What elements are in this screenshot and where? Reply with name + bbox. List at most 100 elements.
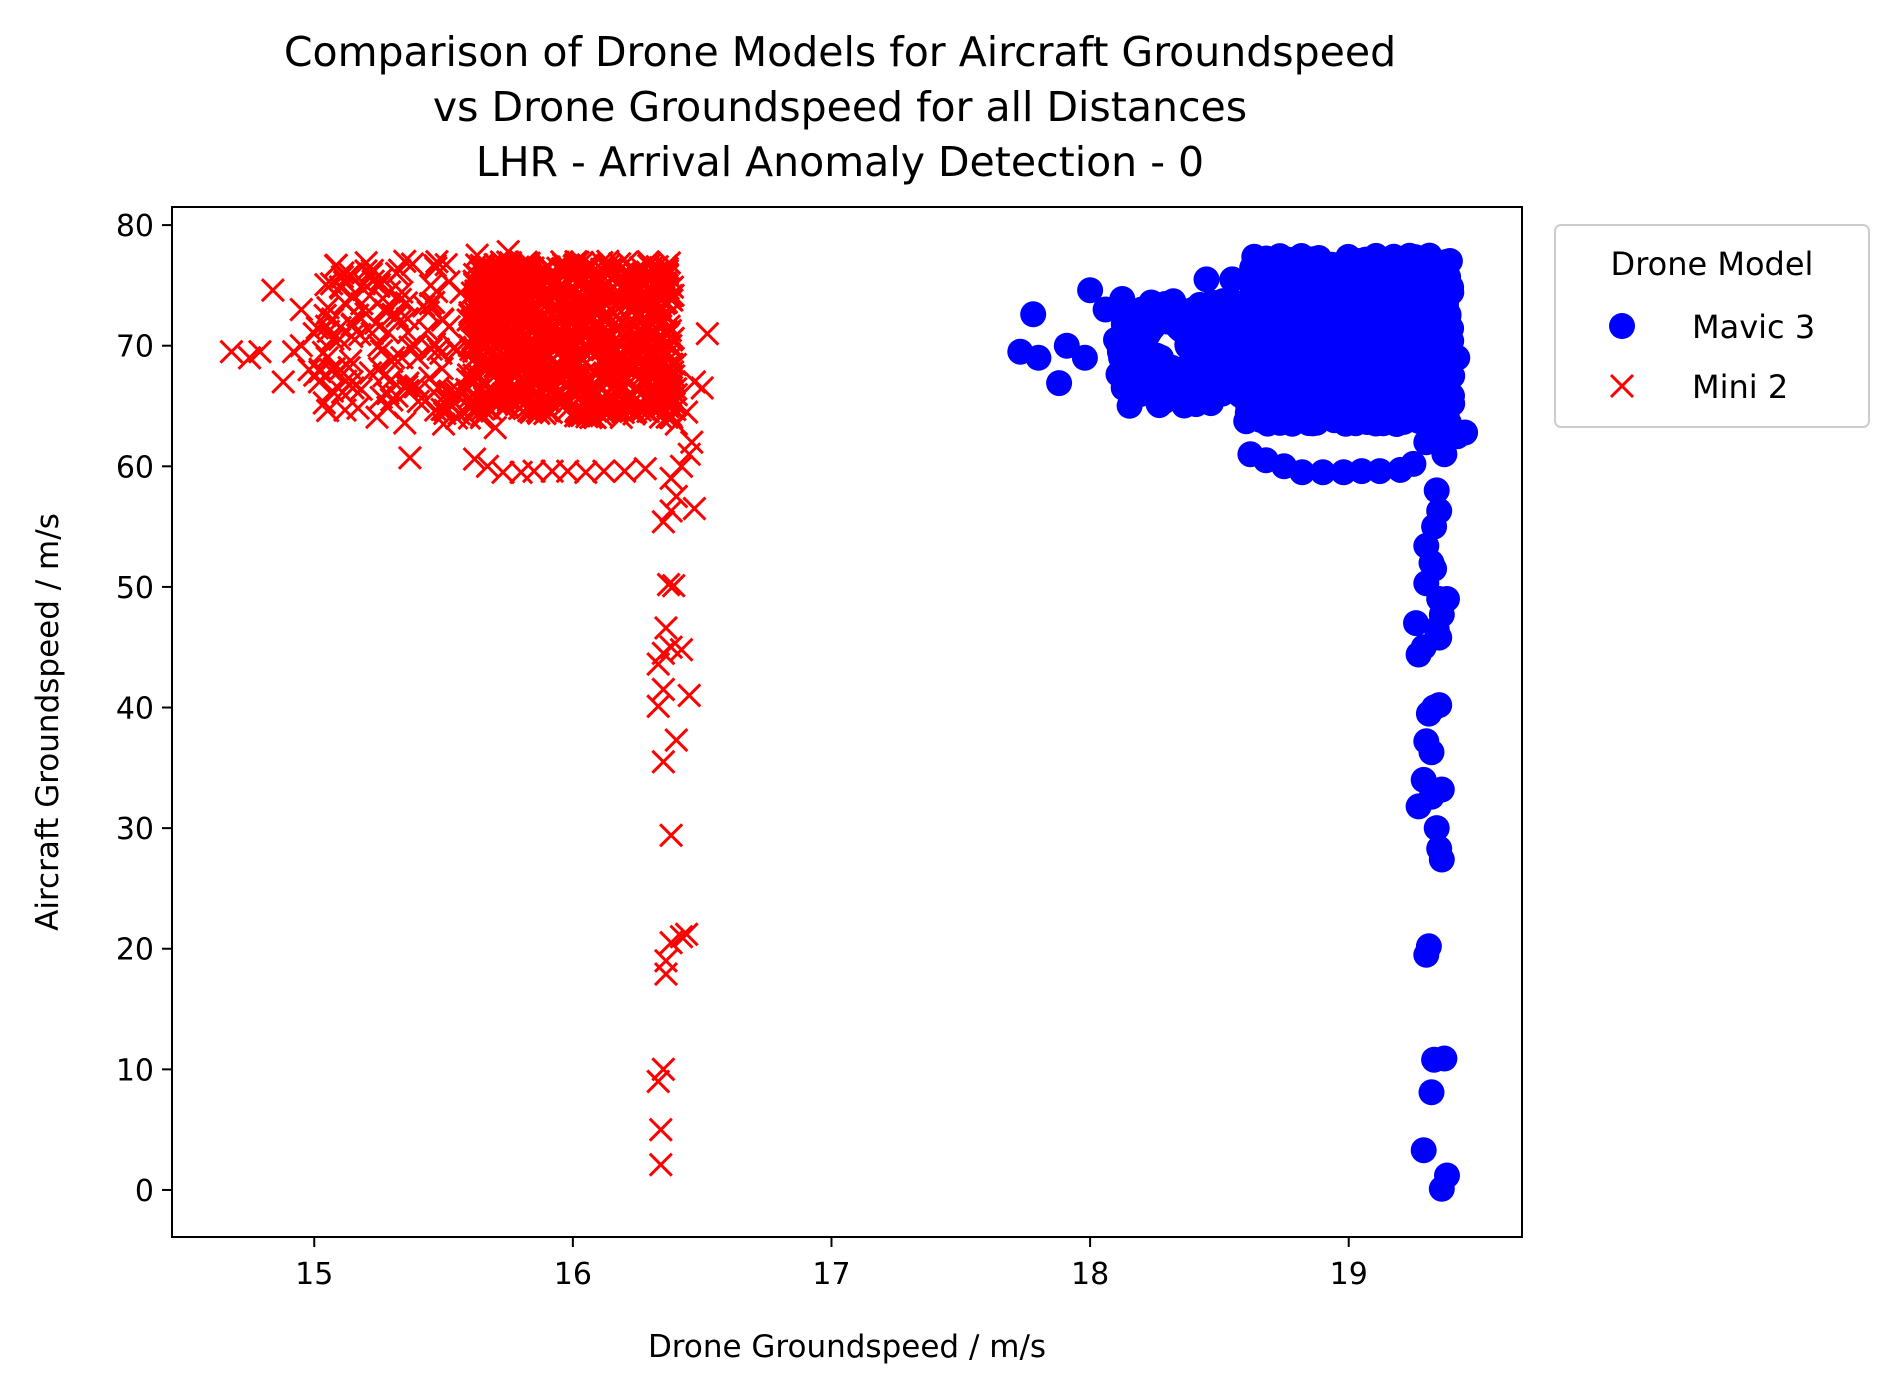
data-point-mavic-3: [1289, 459, 1316, 486]
data-point-mini-2: [490, 460, 516, 485]
data-point-mini-2: [529, 259, 554, 284]
data-point-mavic-3: [1255, 263, 1282, 290]
data-point-mini-2: [347, 322, 372, 347]
data-point-mavic-3: [1345, 345, 1372, 372]
data-point-mini-2: [522, 459, 547, 484]
data-point-mini-2: [328, 357, 353, 382]
data-point-mini-2: [323, 253, 348, 278]
data-point-mini-2: [328, 315, 353, 340]
data-point-mini-2: [636, 278, 661, 303]
data-point-mini-2: [648, 1117, 673, 1142]
data-point-mini-2: [271, 369, 296, 394]
data-point-mini-2: [429, 356, 455, 381]
data-point-mavic-3: [1354, 409, 1381, 435]
data-point-mavic-3: [1108, 344, 1135, 371]
data-point-mini-2: [628, 358, 653, 384]
data-point-mini-2: [461, 347, 486, 372]
data-point-mini-2: [651, 677, 676, 702]
data-point-mini-2: [307, 369, 332, 394]
data-point-mini-2: [496, 239, 521, 264]
data-point-mini-2: [397, 445, 422, 470]
data-point-mavic-3: [1413, 336, 1440, 363]
data-point-mini-2: [514, 250, 539, 275]
data-point-mavic-3: [1232, 356, 1259, 383]
x-tick-label: 15: [295, 1257, 333, 1292]
data-point-mavic-3: [1292, 362, 1319, 389]
data-point-mini-2: [337, 355, 362, 380]
data-point-mavic-3: [1110, 374, 1137, 401]
data-point-mini-2: [465, 243, 490, 268]
data-point-mavic-3: [1452, 419, 1479, 446]
data-point-mini-2: [497, 348, 522, 373]
data-point-mavic-3: [1400, 450, 1427, 477]
data-point-mini-2: [695, 321, 720, 346]
data-point-mavic-3: [1229, 309, 1256, 336]
data-point-mini-2: [377, 279, 402, 304]
data-point-mini-2: [587, 292, 612, 317]
data-point-mini-2: [315, 398, 340, 423]
x-tick-label: 18: [1071, 1257, 1109, 1292]
legend-label-mini-2: Mini 2: [1692, 368, 1788, 406]
data-point-mini-2: [431, 412, 456, 437]
data-point-mavic-3: [1164, 360, 1191, 387]
data-point-mini-2: [462, 447, 487, 472]
data-point-mini-2: [651, 749, 676, 774]
data-point-mini-2: [651, 1057, 676, 1082]
data-point-mavic-3: [1423, 815, 1450, 842]
data-point-mini-2: [384, 304, 410, 329]
data-point-mini-2: [534, 373, 559, 399]
data-point-mini-2: [612, 459, 637, 484]
data-point-mini-2: [583, 335, 608, 361]
data-point-mavic-3: [1426, 624, 1453, 651]
data-point-mavic-3: [1402, 244, 1429, 271]
data-point-mini-2: [424, 249, 449, 274]
data-point-mini-2: [650, 387, 675, 412]
data-point-mini-2: [510, 387, 535, 412]
data-point-mini-2: [419, 336, 444, 362]
data-point-mini-2: [423, 253, 448, 278]
data-point-mini-2: [302, 321, 327, 346]
data-point-mavic-3: [1418, 1079, 1445, 1106]
data-point-mini-2: [392, 410, 417, 435]
data-point-mavic-3: [1439, 390, 1466, 417]
data-point-mini-2: [479, 376, 504, 401]
data-point-mavic-3: [1428, 1175, 1455, 1202]
data-point-mini-2: [620, 326, 645, 351]
data-point-mini-2: [483, 415, 508, 440]
y-tick-label: 80: [116, 209, 154, 244]
data-point-mavic-3: [1438, 315, 1465, 342]
y-axis-label: Aircraft Groundspeed / m/s: [30, 513, 66, 931]
data-point-mini-2: [364, 405, 390, 430]
data-point-mavic-3: [1141, 368, 1168, 395]
data-point-mini-2: [260, 278, 285, 303]
data-point-mavic-3: [1426, 692, 1453, 719]
data-point-mavic-3: [1348, 458, 1375, 485]
data-point-mavic-3: [1439, 362, 1466, 389]
data-point-mavic-3: [1405, 641, 1432, 668]
data-point-mini-2: [659, 930, 684, 955]
data-point-mini-2: [573, 460, 598, 485]
data-point-mini-2: [475, 454, 500, 479]
data-point-mini-2: [656, 357, 681, 382]
data-point-mavic-3: [1386, 308, 1412, 335]
data-point-mavic-3: [1290, 316, 1316, 343]
data-point-mini-2: [565, 323, 590, 348]
data-point-mini-2: [523, 338, 549, 363]
y-tick-label: 0: [135, 1174, 154, 1209]
data-point-mavic-3: [1366, 458, 1393, 485]
data-point-mini-2: [591, 459, 616, 484]
data-point-mini-2: [554, 391, 579, 416]
data-point-mini-2: [674, 399, 699, 425]
data-point-mini-2: [596, 359, 621, 384]
data-point-mavic-3: [1396, 276, 1423, 303]
data-point-mavic-3: [1413, 941, 1440, 968]
data-point-mavic-3: [1268, 294, 1295, 320]
data-point-mini-2: [682, 496, 707, 521]
data-point-mavic-3: [1025, 344, 1052, 371]
data-point-mini-2: [482, 297, 508, 323]
data-point-mini-2: [319, 271, 344, 296]
data-point-mini-2: [340, 375, 366, 400]
data-point-mini-2: [456, 307, 481, 333]
data-point-mini-2: [430, 307, 455, 333]
y-tick-label: 50: [116, 571, 154, 606]
